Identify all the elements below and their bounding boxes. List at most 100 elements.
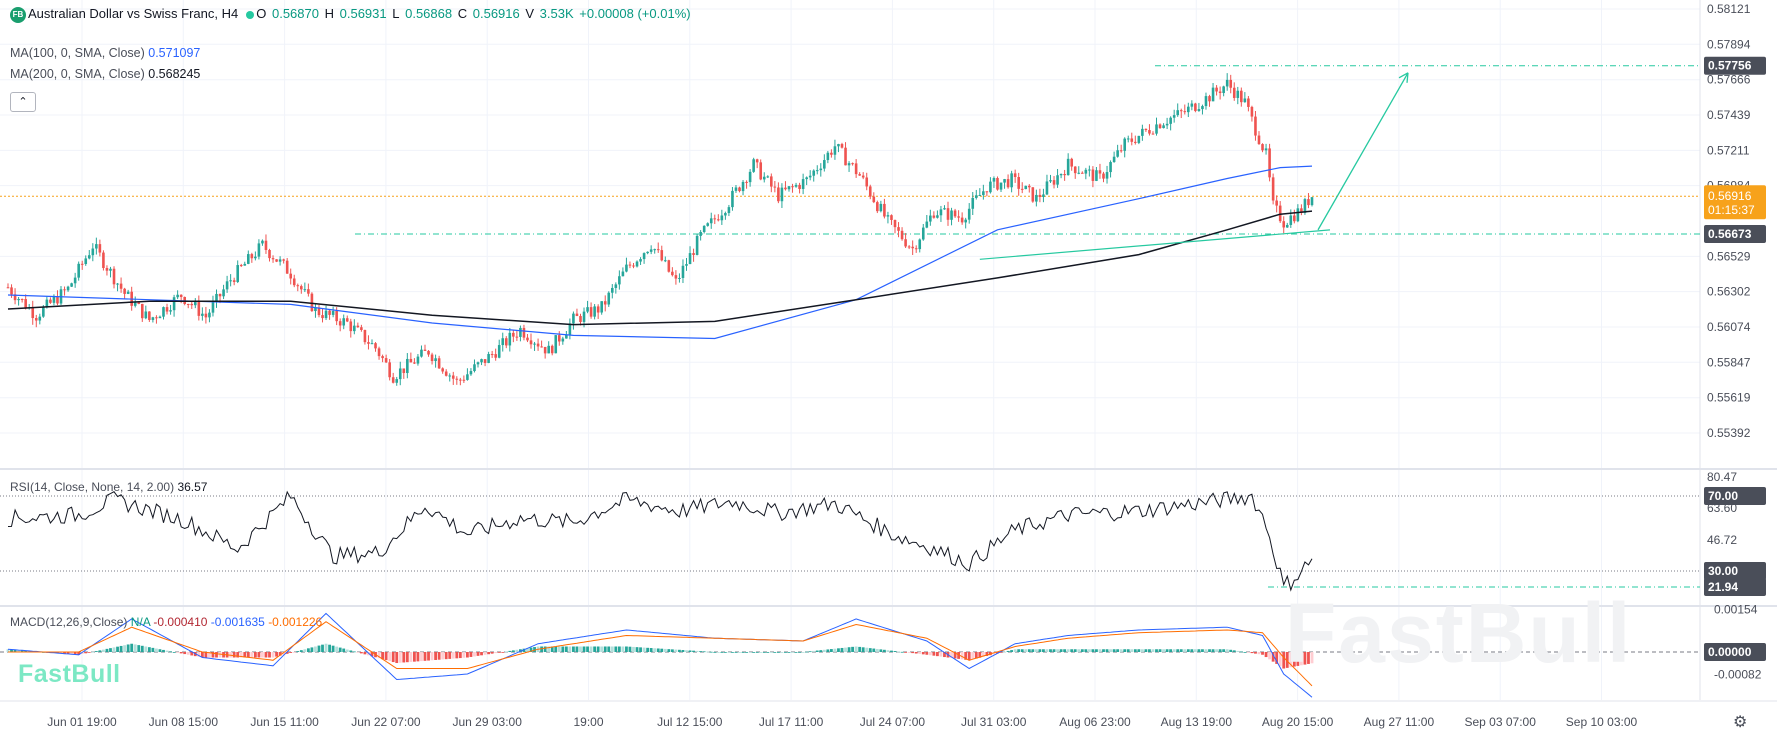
macd-histogram-bar [1190,649,1194,652]
market-status-dot [246,10,255,19]
macd-histogram-bar [17,650,21,652]
macd-histogram-bar [798,652,801,653]
macd-histogram-bar [437,652,441,660]
candle-body [1137,135,1141,143]
macd-histogram-bar [296,651,300,652]
candle-body [257,243,261,257]
rsi-30-tag-bg [1704,562,1766,580]
candle-body [483,359,487,363]
current-price-tag: 0.56916 [1708,189,1752,203]
candle-body [423,349,427,351]
macd-histogram-bar [660,648,664,652]
candle-body [967,208,971,220]
candle-body [314,307,317,312]
candle-body [741,181,745,192]
price-axis-label: 0.56074 [1707,320,1751,334]
macd-histogram-bar [412,652,416,662]
candle-body [833,146,837,155]
macd-histogram-bar [713,652,717,653]
candle-body [600,301,603,313]
macd-histogram-bar [285,652,289,654]
candle-body [674,275,678,279]
candle-body [550,345,554,354]
macd-histogram-bar [1151,649,1155,652]
candle-body [1250,106,1254,117]
candle-body [490,354,494,356]
macd-histogram-bar [967,652,971,661]
macd-histogram-bar [1292,652,1296,667]
macd-histogram-bar [133,644,137,652]
macd-histogram-bar [815,650,819,652]
close-value: 0.56916 [472,6,520,21]
candle-body [487,354,490,363]
candle-body [819,168,823,171]
macd-histogram-bar [469,652,473,657]
macd-histogram-bar [709,651,713,653]
candle-body [1070,158,1073,167]
candle-body [784,187,787,190]
candle-body [1176,110,1180,116]
macd-histogram-bar [87,652,91,653]
candle-body [1084,169,1088,174]
macd-histogram-bar [600,646,604,652]
ma100-legend[interactable]: MA(100, 0, SMA, Close) 0.571097 [10,46,200,60]
candle-body [1006,179,1010,188]
candle-body [451,375,455,379]
macd-histogram-bar [359,652,363,654]
candle-body [1017,177,1020,189]
rsi-70-tag: 70.00 [1708,489,1738,503]
candle-body [1229,79,1233,88]
ma200-legend[interactable]: MA(200, 0, SMA, Close) 0.568245 [10,67,200,81]
candle-body [176,294,179,298]
macd-histogram-bar [1155,649,1158,652]
macd-histogram-bar [1246,652,1250,653]
macd-histogram-bar [1137,649,1141,652]
candle-body [66,286,70,291]
macd-histogram-bar [504,651,508,653]
macd-histogram-bar [833,648,837,652]
candle-body [268,249,271,259]
candle-body [830,152,833,155]
candle-body [840,144,844,148]
candle-body [1095,170,1098,181]
candle-body [1155,124,1158,134]
macd-histogram-bar [405,652,409,663]
macd-legend[interactable]: MACD(12,26,9,Close) N/A -0.000410 -0.001… [10,615,322,629]
candle-body [300,286,303,290]
macd-histogram-bar [1225,649,1229,652]
macd-histogram-bar [423,652,427,661]
candle-body [1027,185,1031,188]
candle-body [946,208,950,220]
macd-histogram-bar [872,648,876,652]
candle-body [1289,215,1293,225]
macd-histogram-bar [731,652,734,653]
watermark-large: FastBull [1285,586,1633,680]
candle-body [978,195,982,197]
macd-histogram-bar [349,650,353,652]
candle-body [384,358,388,363]
price-axis-label: 0.55847 [1707,355,1751,369]
macd-histogram-bar [738,652,741,653]
collapse-legend-button[interactable]: ⌃ [10,92,36,112]
macd-histogram-bar [904,652,908,653]
time-axis-label: 19:00 [573,715,603,729]
candle-body [119,283,123,289]
candle-body [1073,166,1077,174]
macd-histogram-bar [427,652,430,661]
symbol-title[interactable]: Australian Dollar vs Swiss Franc, H4 [28,6,239,21]
candle-body [1024,185,1028,190]
rsi-legend[interactable]: RSI(14, Close, None, 14, 2.00) 36.57 [10,480,207,494]
macd-histogram-bar [808,651,812,653]
candle-body [844,147,847,166]
candle-body [229,280,232,282]
macd-histogram-bar [914,652,918,654]
macd-histogram-bar [151,647,155,652]
candle-body [155,317,158,319]
macd-histogram-bar [974,652,978,659]
settings-gear-icon[interactable]: ⚙ [1733,714,1748,731]
candle-body [38,316,42,321]
macd-histogram-bar [1236,650,1240,652]
price-axis-label: 0.57666 [1707,73,1751,87]
macd-histogram-bar [236,652,240,658]
